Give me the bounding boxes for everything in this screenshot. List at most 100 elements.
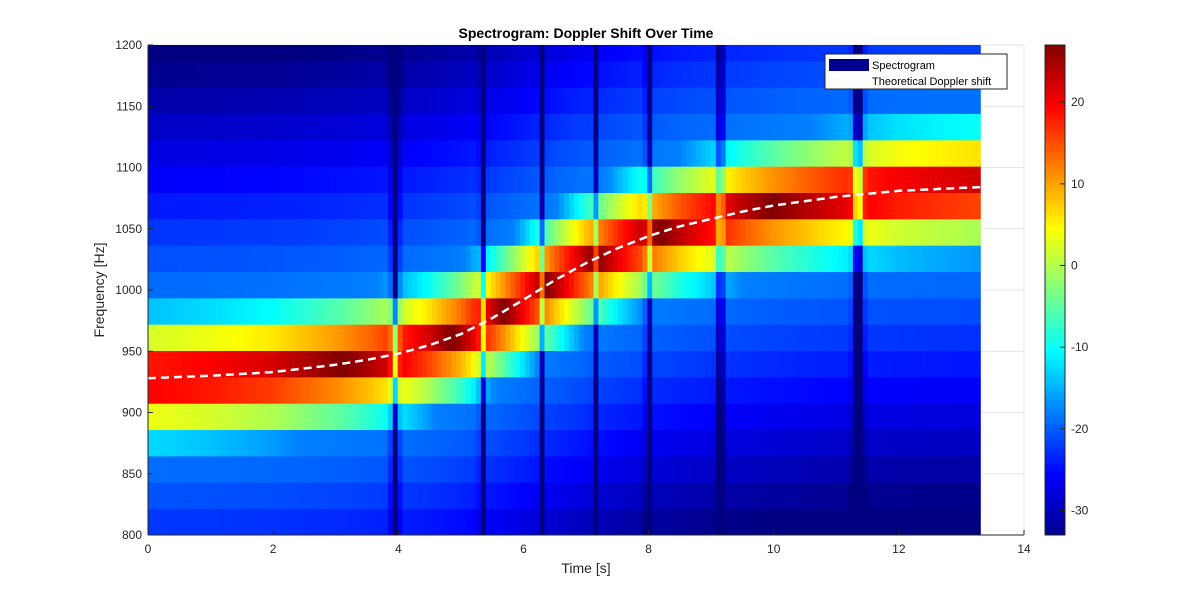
heatmap-cell: [833, 508, 839, 535]
heatmap-cell: [955, 245, 962, 273]
heatmap-cell: [216, 139, 223, 167]
heatmap-cell: [402, 113, 409, 141]
heatmap-cell: [789, 482, 795, 510]
heatmap-cell: [441, 455, 448, 483]
heatmap-cell: [157, 297, 164, 325]
heatmap-cell: [564, 139, 570, 167]
heatmap-cell: [813, 245, 820, 273]
heatmap-cell: [250, 429, 257, 457]
heatmap-cell: [569, 45, 575, 62]
heatmap-cell: [157, 508, 164, 535]
heatmap-cell: [373, 508, 379, 535]
heatmap-cell: [779, 508, 785, 535]
heatmap-cell: [524, 60, 531, 88]
heatmap-cell: [466, 482, 472, 510]
heatmap-cell: [896, 45, 903, 62]
heatmap-cell: [696, 429, 702, 457]
heatmap-cell: [779, 271, 785, 299]
heatmap-cell: [382, 324, 389, 352]
heatmap-cell: [877, 245, 883, 273]
heatmap-cell: [270, 376, 276, 404]
heatmap-cell: [637, 271, 644, 299]
heatmap-cell: [417, 60, 423, 88]
heatmap-cell: [828, 508, 834, 535]
heatmap-cell: [554, 113, 560, 141]
heatmap-cell: [852, 455, 859, 483]
heatmap-cell: [529, 403, 536, 431]
heatmap-cell: [764, 324, 771, 352]
heatmap-cell: [564, 166, 570, 194]
heatmap-cell: [480, 218, 487, 246]
heatmap-cell: [931, 482, 937, 510]
heatmap-cell: [789, 87, 795, 114]
heatmap-cell: [334, 455, 340, 483]
heatmap-cell: [294, 87, 301, 114]
heatmap-cell: [231, 350, 237, 378]
heatmap-cell: [789, 271, 795, 299]
heatmap-cell: [466, 324, 472, 352]
heatmap-cell: [275, 139, 281, 167]
heatmap-cell: [926, 45, 932, 62]
heatmap-cell: [808, 271, 815, 299]
heatmap-cell: [436, 245, 443, 273]
heatmap-cell: [750, 139, 756, 167]
heatmap-cell: [515, 166, 521, 194]
heatmap-cell: [941, 482, 947, 510]
heatmap-cell: [818, 218, 825, 246]
heatmap-cell: [813, 218, 820, 246]
heatmap-cell: [373, 192, 379, 220]
heatmap-cell: [226, 376, 232, 404]
heatmap-cell: [676, 297, 683, 325]
heatmap-cell: [730, 45, 737, 62]
heatmap-cell: [461, 324, 467, 352]
heatmap-cell: [294, 324, 301, 352]
heatmap-cell: [245, 113, 252, 141]
heatmap-cell: [417, 87, 423, 114]
heatmap-cell: [936, 324, 942, 352]
heatmap-cell: [201, 87, 208, 114]
heatmap-cell: [422, 297, 428, 325]
heatmap-cell: [334, 376, 340, 404]
heatmap-cell: [681, 139, 688, 167]
heatmap-cell: [529, 113, 536, 141]
heatmap-cell: [613, 245, 619, 273]
heatmap-cell: [975, 376, 981, 404]
heatmap-cell: [241, 192, 247, 220]
heatmap-cell: [862, 245, 869, 273]
heatmap-cell: [578, 245, 585, 273]
heatmap-cell: [637, 429, 644, 457]
heatmap-cell: [803, 429, 810, 457]
heatmap-cell: [412, 271, 418, 299]
heatmap-cell: [436, 324, 443, 352]
heatmap-cell: [769, 429, 776, 457]
x-tick-label: 14: [1017, 542, 1031, 556]
heatmap-cell: [911, 324, 918, 352]
heatmap-cell: [427, 297, 433, 325]
heatmap-cell: [941, 403, 947, 431]
heatmap-cell: [725, 245, 732, 273]
heatmap-cell: [564, 403, 570, 431]
heatmap-cell: [148, 218, 154, 246]
heatmap-cell: [642, 376, 648, 404]
heatmap-cell: [402, 324, 409, 352]
heatmap-cell: [666, 139, 673, 167]
heatmap-cell: [740, 45, 746, 62]
heatmap-cell: [270, 87, 276, 114]
heatmap-cell: [162, 166, 169, 194]
heatmap-cell: [872, 113, 878, 141]
heatmap-cell: [461, 508, 467, 535]
heatmap-cell: [691, 218, 697, 246]
heatmap-cell: [260, 403, 267, 431]
heatmap-cell: [495, 218, 502, 246]
heatmap-cell: [378, 455, 384, 483]
heatmap-cell: [813, 45, 820, 62]
heatmap-cell: [867, 324, 874, 352]
heatmap-cell: [676, 350, 683, 378]
heatmap-cell: [901, 297, 908, 325]
heatmap-cell: [622, 245, 629, 273]
heatmap-cell: [720, 60, 727, 88]
heatmap-cell: [759, 455, 766, 483]
heatmap-cell: [559, 87, 565, 114]
heatmap-cell: [559, 45, 565, 62]
heatmap-cell: [564, 45, 570, 62]
